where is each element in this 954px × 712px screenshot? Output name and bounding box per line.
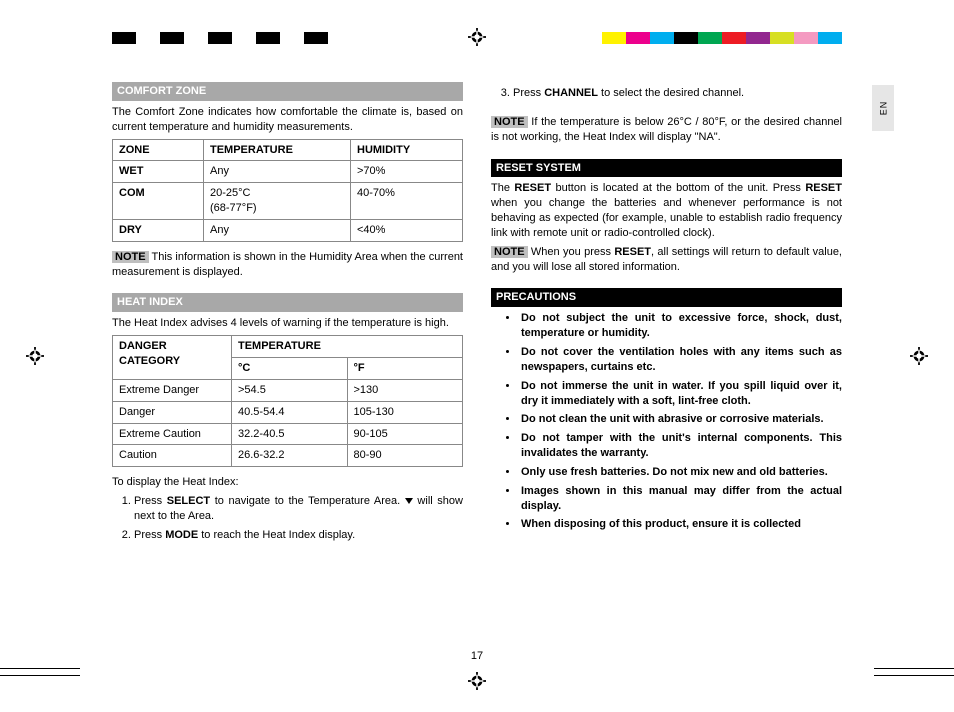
- table-row: Extreme Danger>54.5>130: [113, 379, 463, 401]
- table-row: Extreme Caution32.2-40.590-105: [113, 423, 463, 445]
- list-item: Press SELECT to navigate to the Temperat…: [134, 494, 463, 524]
- th-zone: ZONE: [113, 139, 204, 161]
- registration-mark-right: [910, 347, 928, 365]
- comfort-zone-table: ZONE TEMPERATURE HUMIDITY WETAny>70% COM…: [112, 139, 463, 242]
- note-chip: NOTE: [491, 116, 528, 128]
- section-heat-index: HEAT INDEX: [112, 293, 463, 312]
- table-row: WETAny>70%: [113, 161, 463, 183]
- table-row: Caution26.6-32.280-90: [113, 445, 463, 467]
- crop-marks-bl: [0, 662, 80, 682]
- swatch: [602, 32, 626, 44]
- registration-mark-left: [26, 347, 44, 365]
- registration-mark-bottom: [468, 672, 486, 690]
- note-chip: NOTE: [491, 246, 528, 258]
- heat-index-intro: The Heat Index advises 4 levels of warni…: [112, 316, 463, 331]
- list-item: Do not cover the ventilation holes with …: [519, 345, 842, 375]
- table-row: Danger40.5-54.4105-130: [113, 401, 463, 423]
- swatch: [722, 32, 746, 44]
- th-celsius: °C: [232, 357, 348, 379]
- comfort-intro: The Comfort Zone indicates how comfortab…: [112, 105, 463, 135]
- list-item: Press CHANNEL to select the desired chan…: [513, 86, 842, 101]
- swatch: [280, 32, 304, 44]
- list-item: Do not clean the unit with abrasive or c…: [519, 412, 842, 427]
- left-column: COMFORT ZONE The Comfort Zone indicates …: [112, 82, 463, 664]
- list-item: Do not tamper with the unit's internal c…: [519, 431, 842, 461]
- swatch: [818, 32, 842, 44]
- down-arrow-icon: [405, 498, 413, 504]
- page-content: COMFORT ZONE The Comfort Zone indicates …: [112, 82, 842, 664]
- swatch: [232, 32, 256, 44]
- list-item: Do not subject the unit to excessive for…: [519, 311, 842, 341]
- note-2: NOTE If the temperature is below 26°C / …: [491, 115, 842, 145]
- swatch: [328, 32, 352, 44]
- reset-text: The RESET button is located at the botto…: [491, 181, 842, 240]
- swatch: [208, 32, 232, 44]
- table-row: DRYAny<40%: [113, 219, 463, 241]
- swatch: [698, 32, 722, 44]
- swatch: [674, 32, 698, 44]
- th-danger-cat: DANGER CATEGORY: [113, 336, 232, 380]
- heat-index-steps-cont: Press CHANNEL to select the desired chan…: [491, 86, 842, 101]
- swatch: [794, 32, 818, 44]
- heat-index-table: DANGER CATEGORY TEMPERATURE °C °F Extrem…: [112, 335, 463, 467]
- swatch: [136, 32, 160, 44]
- heat-index-steps: Press SELECT to navigate to the Temperat…: [112, 494, 463, 543]
- list-item: When disposing of this product, ensure i…: [519, 517, 842, 532]
- section-comfort-zone: COMFORT ZONE: [112, 82, 463, 101]
- note-1: NOTE This information is shown in the Hu…: [112, 250, 463, 280]
- swatch: [256, 32, 280, 44]
- display-intro: To display the Heat Index:: [112, 475, 463, 490]
- list-item: Press MODE to reach the Heat Index displ…: [134, 528, 463, 543]
- swatch: [650, 32, 674, 44]
- swatch: [626, 32, 650, 44]
- precautions-list: Do not subject the unit to excessive for…: [491, 311, 842, 532]
- th-temp: TEMPERATURE: [204, 139, 351, 161]
- section-precautions: PRECAUTIONS: [491, 288, 842, 307]
- swatch: [304, 32, 328, 44]
- section-reset: RESET SYSTEM: [491, 159, 842, 178]
- swatch: [112, 32, 136, 44]
- swatch: [184, 32, 208, 44]
- swatch: [770, 32, 794, 44]
- list-item: Images shown in this manual may differ f…: [519, 484, 842, 514]
- swatch: [746, 32, 770, 44]
- table-row: COM20-25°C (68-77°F)40-70%: [113, 183, 463, 220]
- language-label: EN: [878, 101, 888, 116]
- language-tab: EN: [872, 85, 894, 131]
- list-item: Do not immerse the unit in water. If you…: [519, 379, 842, 409]
- swatch: [160, 32, 184, 44]
- page-number: 17: [471, 650, 483, 662]
- th-temperature: TEMPERATURE: [232, 336, 463, 358]
- color-calibration-strip: [0, 27, 954, 49]
- list-item: Only use fresh batteries. Do not mix new…: [519, 465, 842, 480]
- crop-marks-br: [874, 662, 954, 682]
- note-chip: NOTE: [112, 251, 149, 263]
- th-fahrenheit: °F: [347, 357, 463, 379]
- note-3: NOTE When you press RESET, all settings …: [491, 245, 842, 275]
- right-column: Press CHANNEL to select the desired chan…: [491, 82, 842, 664]
- th-hum: HUMIDITY: [351, 139, 463, 161]
